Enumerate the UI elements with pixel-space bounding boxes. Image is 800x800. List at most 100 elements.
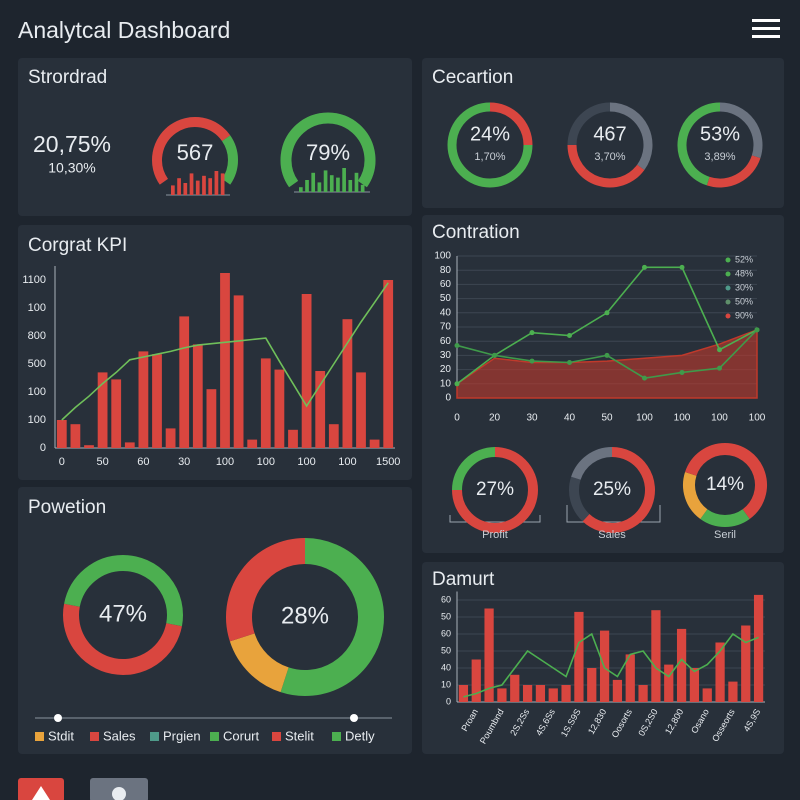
x-tick-label: 100	[338, 456, 356, 468]
slider-handle[interactable]	[350, 714, 358, 722]
bar	[288, 429, 298, 448]
bar	[328, 424, 339, 448]
menu-bar	[752, 27, 780, 30]
bar	[548, 688, 558, 702]
spark-bar	[360, 184, 365, 192]
arc-segment	[280, 538, 384, 696]
arc-segment	[677, 102, 721, 186]
line-point	[642, 264, 647, 270]
arc-segment	[152, 117, 231, 185]
legend-label: Corurt	[223, 728, 260, 743]
legend-label: 90%	[735, 310, 753, 320]
bar	[715, 642, 725, 702]
y-tick-label: 60	[441, 594, 451, 604]
y-tick-label: 10	[441, 679, 451, 689]
legend-swatch	[90, 732, 99, 741]
legend-swatch	[150, 732, 159, 741]
bar	[471, 659, 481, 702]
bar	[561, 685, 571, 702]
x-tick-label: 100	[297, 456, 315, 468]
panel-title: Corgrat KPI	[28, 235, 127, 256]
x-tick-label: 0	[454, 413, 460, 424]
legend-label: Prgien	[163, 728, 201, 743]
bar	[138, 351, 149, 448]
button-icon	[32, 786, 50, 800]
bar	[301, 294, 312, 448]
bar	[625, 654, 635, 702]
bar	[152, 354, 162, 448]
spark-bar	[348, 180, 353, 192]
menu-bar	[752, 35, 780, 38]
bar	[260, 358, 271, 448]
y-tick-label: 100	[28, 302, 46, 314]
legend-label: 30%	[735, 282, 753, 292]
kpi-value: 20,75%	[33, 131, 111, 157]
line	[61, 282, 389, 421]
bar	[97, 372, 108, 448]
donut-caption: Sales	[598, 529, 626, 541]
y-tick-label: 80	[440, 265, 452, 276]
legend-label: Stdit	[48, 728, 74, 743]
bar	[56, 420, 67, 448]
y-tick-label: 40	[441, 662, 451, 672]
y-tick-label: 70	[440, 322, 452, 333]
legend-label: Detly	[345, 728, 375, 743]
bar	[664, 664, 674, 702]
y-tick-label: 60	[440, 279, 452, 290]
x-tick-label: 0	[59, 456, 65, 468]
arc-segment	[724, 443, 767, 519]
y-tick-label: 0	[445, 393, 451, 404]
footer-button[interactable]	[90, 778, 148, 800]
line-point	[492, 352, 497, 358]
arc-segment	[226, 538, 306, 642]
bar	[458, 685, 469, 702]
slider-handle[interactable]	[54, 714, 62, 722]
bar	[247, 439, 258, 448]
legend-swatch	[210, 732, 219, 741]
x-tick-label: 50	[601, 413, 613, 424]
footer-button[interactable]	[18, 778, 64, 800]
arc-segment	[447, 102, 533, 188]
menu-icon[interactable]	[752, 19, 780, 38]
donut-label: 47%	[99, 600, 147, 627]
bar	[522, 685, 533, 702]
legend-label: 52%	[735, 254, 753, 264]
bar	[728, 681, 738, 702]
line-point	[642, 375, 647, 381]
bar	[689, 668, 700, 702]
y-tick-label: 1100	[22, 274, 46, 286]
page-title: Analytcal Dashboard	[18, 17, 230, 43]
y-tick-label: 0	[446, 696, 451, 706]
line-point	[754, 327, 760, 333]
x-tick-label: 30	[526, 413, 538, 424]
panel-title: Strordrad	[28, 67, 107, 88]
spark-bar	[195, 180, 200, 195]
spark-bar	[220, 173, 225, 195]
spark-bar	[214, 171, 219, 195]
spark-bar	[336, 177, 340, 192]
line-point	[529, 330, 535, 336]
arc-segment	[567, 144, 645, 188]
spark-bar	[208, 178, 213, 195]
x-tick-label: 100	[749, 413, 766, 424]
spark-bar	[329, 175, 334, 192]
arc-segment	[683, 472, 708, 519]
y-tick-label: 100	[28, 386, 46, 398]
y-tick-label: 60	[441, 628, 451, 638]
menu-bar	[752, 19, 780, 22]
spark-bar	[354, 172, 359, 192]
spark-bar	[177, 178, 181, 195]
bar	[165, 428, 176, 448]
donut-label: 24%	[470, 123, 510, 145]
spark-bar	[183, 183, 188, 195]
x-tick-label: 60	[137, 456, 149, 468]
area	[456, 328, 758, 399]
bar	[535, 685, 546, 702]
y-tick-label: 50	[441, 645, 451, 655]
arc-segment	[64, 555, 124, 608]
legend-label: Sales	[103, 728, 136, 743]
line-point	[679, 369, 685, 375]
panel-title: Contration	[432, 222, 520, 243]
x-tick-label: 100	[674, 413, 691, 424]
bar	[206, 389, 217, 448]
